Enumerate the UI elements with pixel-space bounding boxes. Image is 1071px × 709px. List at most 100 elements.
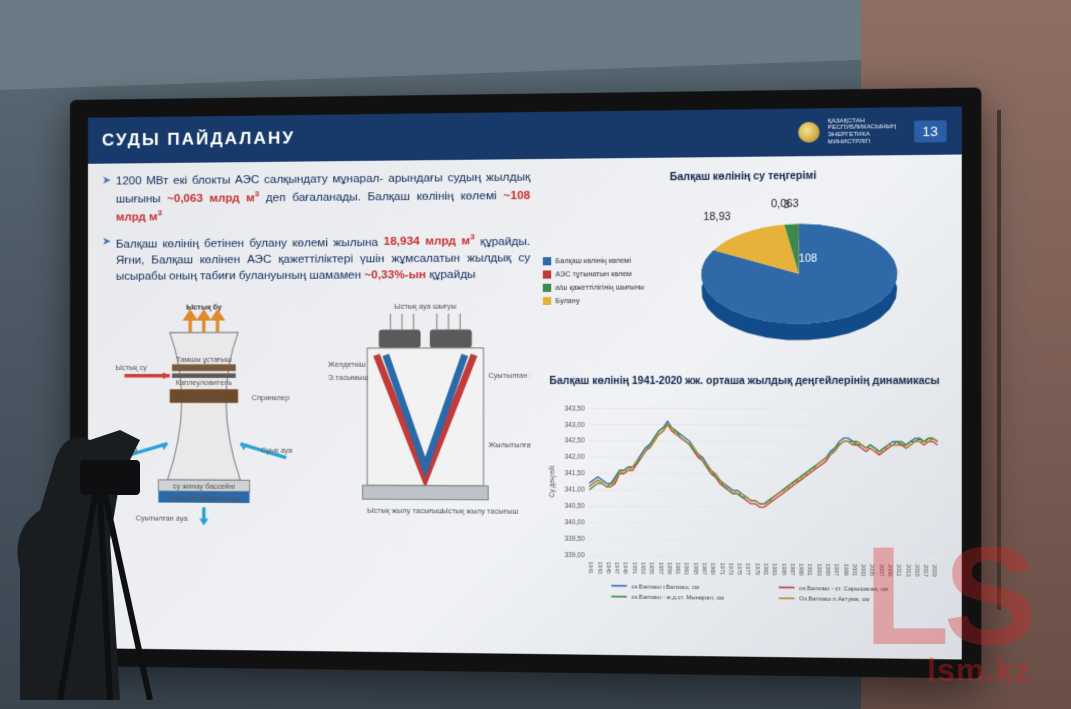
x-tick-label: 1953 [639, 562, 645, 574]
slide-title: СУДЫ ПАЙДАЛАНУ [102, 128, 295, 150]
x-tick-label: 2013 [904, 564, 910, 576]
bullet-list: 1200 МВт екі блокты АЭС салқындату мұнар… [102, 169, 530, 293]
bullet-text: құрайды [429, 269, 475, 281]
pie-slice-label: 108 [799, 254, 818, 266]
diagram-label: Форсунки [188, 393, 221, 402]
x-tick-label: 1987 [788, 563, 794, 575]
legend-item: АЭС тұтынатын көлем [543, 270, 644, 279]
diagram-label: Суытылған жылу тасығыш [488, 371, 530, 380]
diagram-label: Э.тасымыш [328, 374, 369, 383]
diagram-label: Желдеткіш [328, 360, 366, 369]
ministry-label: ҚАЗАҚСТАН РЕСПУБЛИКАСЫНЫҢ ЭНЕРГЕТИКА МИН… [828, 117, 905, 145]
line-chart-title: Балқаш көлінің 1941-2020 жж. орташа жылд… [543, 376, 947, 387]
pie-chart: Балқаш көлінің көлемі АЭС тұтынатын көлем… [543, 187, 947, 372]
pie-slice-label: 0,063 [771, 199, 799, 211]
chart-series [589, 424, 937, 504]
legend-swatch [543, 284, 551, 292]
x-tick-label: 1955 [648, 562, 654, 574]
bullet-text: деп бағаланады. Балқаш көлінің көлемі [266, 190, 503, 204]
y-tick-label: 339,50 [565, 536, 586, 543]
y-tick-label: 342,00 [565, 454, 586, 461]
legend-label: а/ш қажеттілігінің шығыны [555, 284, 644, 292]
y-tick-label: 340,00 [565, 519, 586, 526]
x-tick-label: 1963 [683, 563, 689, 575]
diagram-label: Спринклер [252, 394, 290, 403]
diagram-label: Жылытылған жылу тасығыш [488, 440, 530, 450]
x-tick-label: 1943 [596, 562, 602, 574]
highlight: ~0,063 млрд м3 [167, 192, 259, 205]
legend-swatch [543, 297, 551, 305]
y-axis-label: Су деңгейі [548, 466, 556, 498]
x-tick-label: 1947 [613, 562, 619, 574]
bullet-item: Балқаш көлінің бетінен булану көлемі жыл… [102, 231, 530, 285]
diagram-label: Ыстық су [115, 363, 147, 372]
x-tick-label: 2007 [877, 564, 883, 576]
y-tick-label: 341,00 [565, 487, 586, 494]
x-tick-label: 1945 [604, 562, 610, 574]
line-legend-label: оз.Балхаш - ж.д.ст. Мынарал, см [631, 595, 724, 602]
x-tick-label: 1985 [780, 563, 786, 575]
x-tick-label: 1979 [753, 563, 759, 575]
x-tick-label: 2019 [931, 565, 938, 577]
cameraman-silhouette [0, 380, 160, 700]
x-tick-label: 2001 [850, 564, 856, 576]
chart-series [589, 424, 937, 504]
pie-chart-title: Балқаш көлінің су теңгерімі [543, 169, 947, 184]
y-tick-label: 340,50 [565, 503, 586, 510]
x-tick-label: 1959 [665, 562, 671, 574]
pie-legend: Балқаш көлінің көлемі АЭС тұтынатын көлем… [543, 251, 644, 310]
y-tick-label: 339,00 [565, 552, 586, 559]
chart-series [589, 421, 937, 505]
x-tick-label: 2009 [886, 564, 892, 576]
x-tick-label: 1967 [700, 563, 706, 575]
legend-label: Булану [555, 297, 579, 304]
x-tick-label: 1975 [736, 563, 742, 575]
line-legend-label: оз.Балхаш - ст. Сарышаган, см [799, 586, 888, 593]
line-legend-label: оз.Балхаш г.Балхаш, см [631, 584, 699, 591]
x-tick-label: 1995 [824, 564, 830, 576]
diagram-label: Ыстық ауа шығуы [394, 302, 456, 311]
x-tick-label: 1961 [674, 562, 680, 574]
line-chart: 339,00339,50340,00340,50341,00341,50342,… [543, 399, 947, 651]
x-tick-label: 1965 [692, 563, 698, 575]
x-tick-label: 1981 [762, 563, 768, 575]
chart-series [589, 424, 937, 508]
pie-slice [701, 223, 897, 324]
bullet-text: Балқаш көлінің бетінен булану көлемі жыл… [116, 236, 384, 250]
x-tick-label: 2015 [913, 564, 919, 576]
diagram-label: Каплеуловитель [176, 378, 232, 387]
diagram-label: Тамшы ұстағыш [176, 355, 231, 364]
x-tick-label: 1969 [709, 563, 715, 575]
x-tick-label: 1971 [718, 563, 724, 575]
highlight: ~0,33%-ын [364, 269, 426, 282]
heat-exchanger-diagram: Ыстық ауа шығуы [321, 298, 530, 531]
diagram-label: Ыстық жылу тасығыш [441, 507, 518, 517]
x-tick-label: 1983 [771, 563, 777, 575]
x-tick-label: 1949 [622, 562, 628, 574]
x-tick-label: 1991 [806, 564, 812, 576]
page-number: 13 [914, 120, 947, 142]
x-tick-label: 2017 [922, 565, 928, 577]
x-tick-label: 1993 [815, 564, 821, 576]
legend-item: а/ш қажеттілігінің шығыны [543, 283, 644, 292]
presentation-screen: СУДЫ ПАЙДАЛАНУ ҚАЗАҚСТАН РЕСПУБЛИКАСЫНЫҢ… [70, 87, 981, 678]
bullet-item: 1200 МВт екі блокты АЭС салқындату мұнар… [102, 169, 530, 226]
diagram-label: Суық ауа [261, 446, 294, 455]
diagram-label: Бассейн сбора воды [169, 494, 239, 503]
x-tick-label: 1999 [842, 564, 848, 576]
ceiling [0, 0, 861, 90]
legend-label: Балқаш көлінің көлемі [555, 257, 631, 265]
emblem-icon [798, 122, 819, 143]
x-tick-label: 1973 [727, 563, 733, 575]
x-tick-label: 1977 [744, 563, 750, 575]
legend-label: АЭС тұтынатын көлем [555, 271, 631, 279]
x-tick-label: 1941 [587, 562, 593, 574]
y-tick-label: 343,50 [565, 405, 586, 412]
x-tick-label: 2005 [868, 564, 874, 576]
diagram-label: су жинау бассейні [173, 482, 235, 491]
legend-swatch [543, 257, 551, 265]
pie-slice-label: 18,93 [703, 211, 731, 223]
x-tick-label: 2003 [859, 564, 865, 576]
slide: СУДЫ ПАЙДАЛАНУ ҚАЗАҚСТАН РЕСПУБЛИКАСЫНЫҢ… [88, 107, 962, 660]
legend-item: Булану [543, 297, 644, 306]
